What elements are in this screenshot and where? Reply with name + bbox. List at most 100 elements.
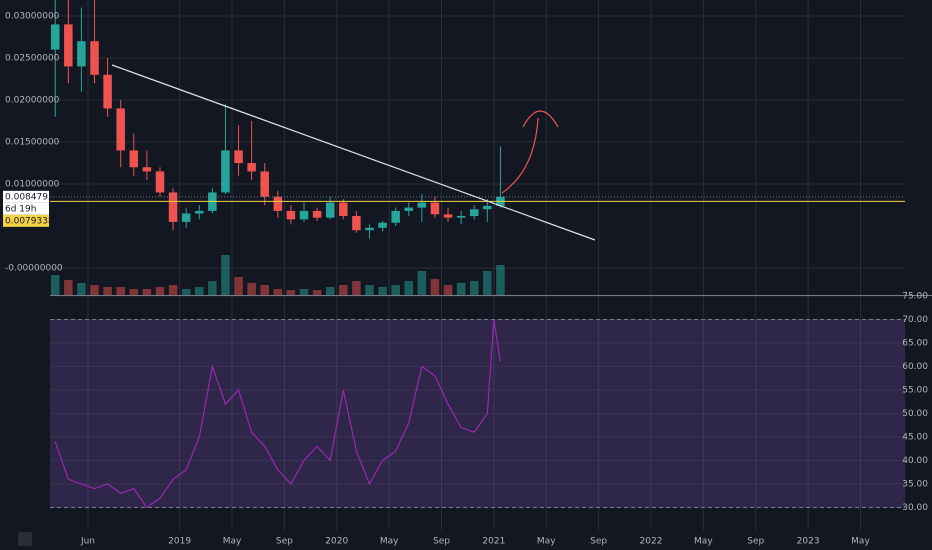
candle-body (273, 196, 283, 211)
candle-body (116, 108, 125, 151)
volume-bar (443, 285, 453, 295)
y2-tick-label: 40.00 (902, 456, 928, 466)
volume-bar (378, 287, 387, 295)
x-tick-label: 2020 (325, 537, 348, 547)
volume-bar (404, 281, 414, 295)
y2-tick-label: 35.00 (902, 479, 928, 489)
x-tick-label: 2022 (640, 537, 663, 547)
y2-tick-label: 45.00 (902, 432, 928, 442)
candle-body (443, 214, 453, 218)
candle-body (469, 209, 479, 216)
arrow-curve (501, 117, 539, 194)
price-tag (3, 190, 49, 203)
x-tick-label: Sep (433, 537, 450, 547)
volume-bar (234, 277, 243, 295)
y-tick-label: -0.00000000 (5, 264, 63, 274)
y-tick-label: 0.02000000 (5, 96, 60, 106)
candle-body (312, 210, 322, 218)
x-tick-label: May (380, 537, 399, 547)
x-tick-label: May (537, 537, 556, 547)
candle-body (378, 222, 387, 228)
volume-bar (496, 265, 505, 295)
volume-bar (273, 289, 283, 295)
x-tick-label: May (223, 537, 242, 547)
candle-body (352, 215, 361, 231)
x-tick-label: May (694, 537, 713, 547)
y-tick-label: 0.02500000 (5, 53, 60, 63)
candle-body (103, 74, 112, 109)
candle-body (430, 202, 440, 215)
volume-bar (260, 285, 269, 295)
volume-bar (299, 289, 309, 295)
y-tick-label: 0.01500000 (5, 138, 60, 148)
x-tick-label: 2023 (797, 537, 820, 547)
volume-bar (208, 281, 217, 295)
candle-body (260, 171, 269, 197)
x-tick-label: 2019 (168, 537, 191, 547)
volume-bar (339, 285, 348, 295)
volume-bar (483, 271, 492, 295)
volume-bar (142, 289, 152, 295)
level-tag-label: 0.00793385 (5, 216, 59, 226)
candle-body (77, 41, 86, 67)
candle-body (234, 150, 243, 164)
volume-bar (103, 287, 112, 295)
candle-body (168, 192, 178, 222)
x-tick-label: Sep (590, 537, 607, 547)
x-tick-label: Sep (276, 537, 293, 547)
candle-body (417, 202, 427, 208)
candle-body (404, 207, 414, 211)
candle-body (195, 210, 204, 214)
x-tick-label: Sep (747, 537, 764, 547)
rsi-band (50, 319, 905, 508)
volume-bar (352, 281, 361, 295)
volume-bar (64, 280, 73, 295)
volume-bar (116, 287, 125, 295)
volume-bar (155, 287, 165, 295)
candle-body (325, 202, 335, 218)
y2-tick-label: 65.00 (902, 338, 928, 348)
volume-bar (365, 285, 374, 295)
x-tick-label: Jun (80, 537, 95, 547)
y2-tick-label: 55.00 (902, 385, 928, 395)
y2-tick-label: 60.00 (902, 362, 928, 372)
y2-tick-label: 30.00 (902, 503, 928, 513)
level-tag (3, 214, 49, 227)
volume-bar (325, 287, 335, 295)
volume-bar (195, 287, 204, 295)
x-tick-label: 2021 (482, 537, 505, 547)
volume-bar (247, 283, 256, 295)
volume-bar (50, 275, 60, 295)
candle-body (299, 210, 309, 220)
price-tag-label: 0.00847957 (5, 192, 59, 202)
candle-body (391, 210, 400, 223)
volume-bar (77, 283, 86, 295)
volume-bar (286, 290, 296, 295)
y-tick-label: 0.01000000 (5, 180, 60, 190)
candle-body (142, 167, 152, 172)
countdown-label: 6d 19h (5, 204, 36, 214)
candle-body (286, 210, 296, 220)
y2-tick-label: 50.00 (902, 409, 928, 419)
candle-body (365, 227, 374, 231)
rsi-line (54, 319, 502, 509)
candle-body (221, 150, 230, 193)
candle-body (129, 150, 139, 168)
countdown-tag (3, 202, 49, 215)
volume-bar (417, 271, 427, 295)
volume-bar (456, 283, 466, 295)
volume-bar (90, 285, 99, 295)
volume-bar (430, 279, 440, 295)
candle-body (181, 213, 191, 222)
y2-tick-label: 75.00 (902, 292, 928, 302)
y-tick-label: 0.03000000 (5, 11, 60, 21)
zoom-button[interactable] (18, 532, 32, 546)
volume-bar (181, 289, 191, 295)
candle-body (483, 205, 492, 210)
volume-bar (469, 281, 479, 295)
trend-line (111, 64, 596, 241)
candle-body (339, 202, 348, 216)
candle-body (50, 24, 60, 50)
